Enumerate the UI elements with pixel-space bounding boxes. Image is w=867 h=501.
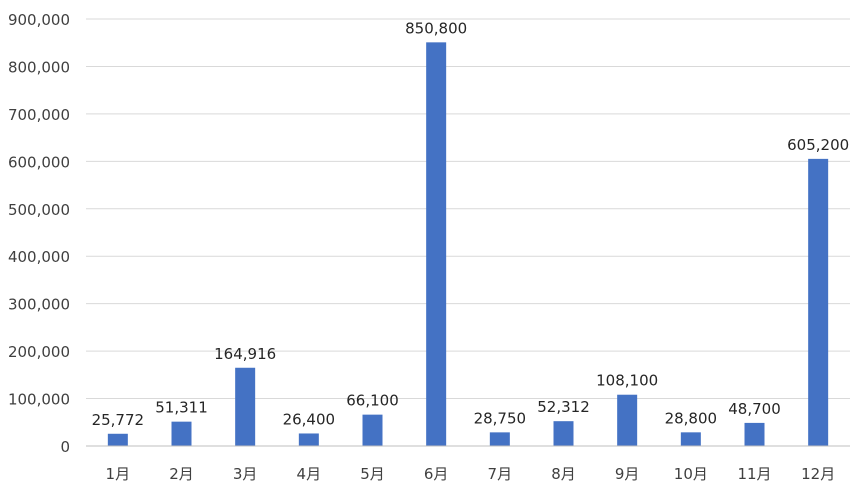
bar-1 bbox=[107, 433, 128, 446]
data-label: 850,800 bbox=[405, 19, 467, 37]
data-label: 25,772 bbox=[92, 411, 145, 429]
bar-9 bbox=[617, 394, 638, 446]
x-tick-label: 11月 bbox=[737, 465, 771, 483]
bars bbox=[107, 42, 829, 447]
y-tick-label: 900,000 bbox=[8, 11, 70, 29]
y-tick-label: 600,000 bbox=[8, 153, 70, 171]
y-tick-label: 0 bbox=[60, 438, 70, 456]
y-tick-label: 400,000 bbox=[8, 248, 70, 266]
x-tick-label: 1月 bbox=[106, 465, 131, 483]
bar-5 bbox=[362, 414, 383, 446]
bar-11 bbox=[744, 422, 765, 446]
bar-4 bbox=[298, 433, 319, 446]
data-label: 605,200 bbox=[787, 136, 849, 154]
x-tick-label: 4月 bbox=[297, 465, 322, 483]
bar-6 bbox=[426, 42, 447, 447]
data-label: 48,700 bbox=[728, 400, 781, 418]
y-tick-label: 100,000 bbox=[8, 391, 70, 409]
bar-2 bbox=[171, 421, 192, 446]
axes: 0 100,000 200,000 300,000 400,000 500,000 600,… bbox=[8, 11, 850, 483]
x-tick-label: 8月 bbox=[551, 465, 576, 483]
bar-7 bbox=[489, 432, 510, 446]
x-tick-label: 2月 bbox=[169, 465, 194, 483]
bar-10 bbox=[680, 432, 701, 446]
bar-12 bbox=[808, 158, 829, 447]
data-label: 26,400 bbox=[283, 410, 336, 428]
y-tick-label: 700,000 bbox=[8, 106, 70, 124]
data-label: 108,100 bbox=[596, 372, 658, 390]
x-tick-label: 10月 bbox=[674, 465, 708, 483]
x-tick-label: 6月 bbox=[424, 465, 449, 483]
data-label: 66,100 bbox=[346, 392, 399, 410]
x-tick-label: 9月 bbox=[615, 465, 640, 483]
x-tick-label: 12月 bbox=[801, 465, 835, 483]
data-label: 52,312 bbox=[537, 398, 590, 416]
data-label: 28,800 bbox=[665, 409, 718, 427]
data-label: 51,311 bbox=[155, 399, 208, 417]
data-label: 164,916 bbox=[214, 345, 276, 363]
data-label: 28,750 bbox=[474, 409, 527, 427]
x-tick-label: 5月 bbox=[360, 465, 385, 483]
y-tick-label: 500,000 bbox=[8, 201, 70, 219]
y-tick-label: 300,000 bbox=[8, 296, 70, 314]
data-labels: 25,772 51,311 164,916 26,400 66,100 850,800 28… bbox=[92, 19, 850, 428]
x-tick-label: 3月 bbox=[233, 465, 258, 483]
x-tick-label: 7月 bbox=[488, 465, 513, 483]
y-tick-label: 200,000 bbox=[8, 343, 70, 361]
bar-8 bbox=[553, 421, 574, 446]
y-tick-label: 800,000 bbox=[8, 58, 70, 76]
bar-3 bbox=[235, 367, 256, 446]
gridlines bbox=[86, 18, 850, 400]
